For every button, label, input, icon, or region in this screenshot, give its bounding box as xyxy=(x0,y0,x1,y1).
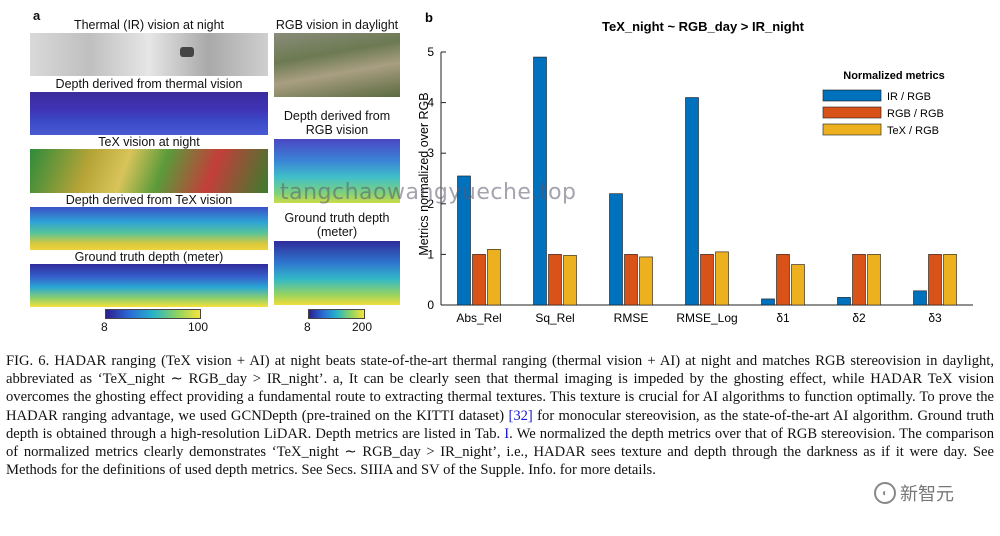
image-ir-night xyxy=(30,33,268,76)
legend: Normalized metrics IR / RGB RGB / RGB TeX … xyxy=(819,66,969,142)
label-rgb-day: RGB vision in daylight xyxy=(275,18,399,32)
y-tick-label: 2 xyxy=(427,197,434,211)
colorbar-left-min: 8 xyxy=(101,320,108,334)
label-gt-right-2: (meter) xyxy=(316,225,358,239)
label-ir-depth: Depth derived from thermal vision xyxy=(55,77,243,91)
image-gt-depth-right xyxy=(274,241,400,305)
legend-entry: IR / RGB xyxy=(887,91,931,103)
y-axis-label: Metrics normalized over RGB xyxy=(417,92,431,255)
chart-title: TeX_night ~ RGB_day > IR_night xyxy=(602,19,805,34)
bar-tex-rgb-6 xyxy=(943,254,957,306)
bar-rgb-rgb-4 xyxy=(776,254,790,306)
bar-tex-rgb-4 xyxy=(791,264,805,306)
colorbar-left xyxy=(105,309,201,319)
label-tex-depth: Depth derived from TeX vision xyxy=(65,193,233,207)
logo-watermark: ◐ 新智元 xyxy=(872,480,956,506)
bar-rgb-rgb-0 xyxy=(472,254,486,306)
bar-ir-rgb-1 xyxy=(533,56,547,306)
image-rgb-depth xyxy=(274,139,400,203)
image-rgb-day xyxy=(274,33,400,97)
colorbar-left-max: 100 xyxy=(188,320,209,334)
legend-swatch xyxy=(822,106,882,119)
bar-rgb-rgb-3 xyxy=(700,254,714,306)
label-rgb-depth-1: Depth derived from xyxy=(283,109,391,123)
colorbar-right xyxy=(308,309,365,319)
legend-title: Normalized metrics xyxy=(843,70,944,82)
bar-tex-rgb-2 xyxy=(639,256,653,306)
label-rgb-depth-2: RGB vision xyxy=(305,123,369,137)
bar-tex-rgb-3 xyxy=(715,251,729,306)
x-tick-label: Abs_Rel xyxy=(456,311,501,325)
bar-tex-rgb-0 xyxy=(487,249,501,306)
bar-rgb-rgb-2 xyxy=(624,254,638,306)
bar-chart: b TeX_night ~ RGB_day > IR_night Metrics… xyxy=(417,10,973,325)
panel-b-letter: b xyxy=(425,10,433,25)
bar-tex-rgb-5 xyxy=(867,254,881,306)
y-tick-label: 4 xyxy=(427,96,434,110)
bar-ir-rgb-4 xyxy=(761,298,775,306)
logo-circle-icon: ◐ xyxy=(874,482,896,504)
bar-rgb-rgb-6 xyxy=(928,254,942,306)
label-tex-night: TeX vision at night xyxy=(98,135,200,149)
bar-ir-rgb-3 xyxy=(685,97,699,306)
colorbar-right-max: 200 xyxy=(352,320,373,334)
caption-part-2: for monocular stereovision, as the state… xyxy=(6,407,994,442)
y-tick-label: 1 xyxy=(427,247,434,261)
image-ir-depth xyxy=(30,92,268,135)
bar-ir-rgb-6 xyxy=(913,290,927,306)
image-tex-depth xyxy=(30,207,268,250)
y-tick-label: 3 xyxy=(427,146,434,160)
legend-swatch xyxy=(822,89,882,102)
watermark: tangchaowangyueche.top xyxy=(280,180,577,205)
panel-a-letter: a xyxy=(33,8,41,23)
x-tick-label: RMSE xyxy=(614,311,649,325)
table-link-1[interactable]: I xyxy=(504,425,510,442)
x-tick-label: RMSE_Log xyxy=(676,311,737,325)
figure-6: a Thermal (IR) vision at night Depth der… xyxy=(30,8,973,334)
x-tick-label: δ1 xyxy=(776,311,790,325)
y-tick-label: 0 xyxy=(427,298,434,312)
x-tick-label: Sq_Rel xyxy=(535,311,574,325)
bar-tex-rgb-1 xyxy=(563,255,577,306)
image-gt-depth-left xyxy=(30,264,268,307)
figure-caption: FIG. 6. HADAR ranging (TeX vision + AI) … xyxy=(6,352,994,479)
label-gt-right-1: Ground truth depth xyxy=(284,211,390,225)
x-tick-label: δ2 xyxy=(852,311,866,325)
label-gt-left: Ground truth depth (meter) xyxy=(74,250,224,264)
caption-part-1: FIG. 6. HADAR ranging (TeX vision + AI) … xyxy=(6,353,994,424)
bar-rgb-rgb-1 xyxy=(548,254,562,306)
bar-rgb-rgb-5 xyxy=(852,254,866,306)
bar-ir-rgb-5 xyxy=(837,297,851,306)
label-ir-night: Thermal (IR) vision at night xyxy=(73,18,225,32)
bar-ir-rgb-2 xyxy=(609,193,623,306)
logo-text: 新智元 xyxy=(900,484,954,505)
y-tick-label: 5 xyxy=(427,45,434,59)
x-tick-label: δ3 xyxy=(928,311,942,325)
legend-swatch xyxy=(822,123,882,136)
plot-area: 0 1 2 3 4 5 Abs_Rel Sq_Rel RMSE RMSE_Log δ1 δ2 δ3 xyxy=(427,45,973,325)
caption-part-3: . We normalized the depth metrics over t… xyxy=(6,425,994,479)
bar-ir-rgb-0 xyxy=(457,175,471,306)
citation-link-32[interactable]: [32] xyxy=(508,407,533,424)
legend-entry: TeX / RGB xyxy=(887,125,939,137)
legend-entry: RGB / RGB xyxy=(887,108,944,120)
image-tex-night xyxy=(30,149,268,193)
colorbar-right-min: 8 xyxy=(304,320,311,334)
